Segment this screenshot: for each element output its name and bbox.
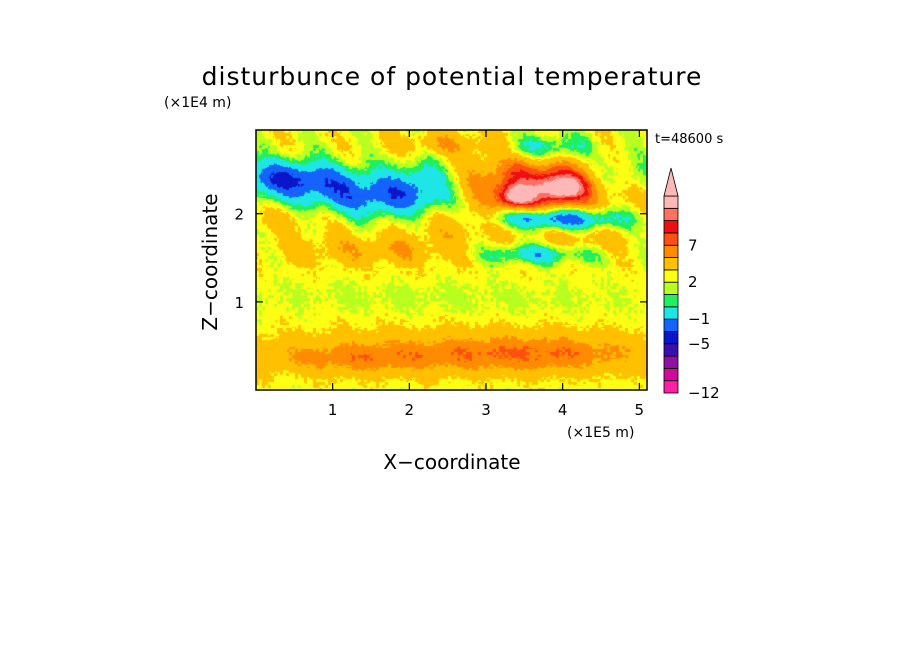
colorbar-swatch (663, 281, 679, 295)
x-tick-label: 5 (635, 401, 645, 419)
chart-title: disturbunce of potential temperature (202, 62, 703, 91)
x-axis: 1 2 3 4 5 (328, 130, 644, 419)
y-axis-label: Z−coordinate (198, 193, 222, 330)
plot-area (256, 130, 647, 390)
colorbar-swatch (663, 343, 679, 357)
x-tick-label: 2 (405, 401, 415, 419)
x-tick-label: 1 (328, 401, 338, 419)
y-unit-label: (×1E4 m) (164, 95, 231, 111)
contour-field (256, 130, 647, 390)
y-axis: 12 (234, 206, 647, 312)
colorbar-extend-arrow (663, 167, 679, 197)
colorbar-tick-label: −5 (688, 335, 710, 353)
x-unit-label: (×1E5 m) (567, 425, 634, 441)
colorbar-tick-label: 7 (688, 236, 698, 254)
colorbar-swatch (663, 257, 679, 271)
colorbar-swatch (663, 355, 679, 369)
y-tick-label: 2 (234, 206, 244, 224)
time-label: t=48600 s (655, 132, 723, 147)
colorbar-tick-label: 2 (688, 273, 698, 291)
colorbar-swatch (663, 232, 679, 246)
colorbar-swatch (663, 331, 679, 345)
colorbar-swatch (663, 269, 679, 283)
colorbar-swatch (663, 380, 679, 394)
colorbar-swatch (663, 318, 679, 332)
colorbar-tick-label: −12 (688, 384, 720, 402)
x-axis-label: X−coordinate (383, 450, 520, 474)
colorbar-swatch (663, 306, 679, 320)
colorbar-swatch (663, 294, 679, 308)
plot-frame (255, 129, 648, 391)
colorbar-swatch (663, 207, 679, 222)
y-tick-label: 1 (234, 294, 244, 312)
colorbar-swatch (663, 367, 679, 382)
colorbar-swatch (663, 244, 679, 258)
colorbar-swatch (663, 195, 679, 209)
x-tick-label: 4 (558, 401, 568, 419)
colorbar: 7 2 −1 −5 −12 (663, 167, 720, 402)
colorbar-swatch (663, 220, 679, 234)
colorbar-tick-label: −1 (688, 310, 710, 328)
x-tick-label: 3 (481, 401, 491, 419)
